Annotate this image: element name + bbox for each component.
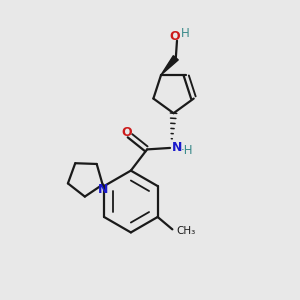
Text: CH₃: CH₃ xyxy=(176,226,195,236)
Text: O: O xyxy=(121,126,132,140)
Polygon shape xyxy=(161,56,178,75)
Text: N: N xyxy=(172,141,182,154)
Text: O: O xyxy=(169,30,180,44)
Text: H: H xyxy=(181,26,190,40)
Text: ·H: ·H xyxy=(181,144,194,157)
Text: N: N xyxy=(98,183,108,196)
